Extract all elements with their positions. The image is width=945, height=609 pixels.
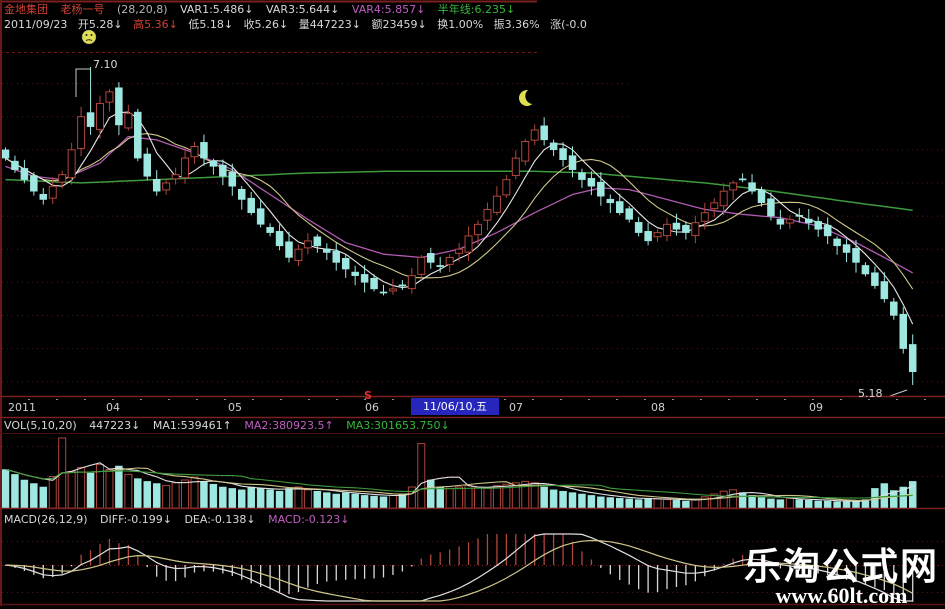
main-chart-pane[interactable] xyxy=(0,52,945,396)
turnover-value: 额23459↓ xyxy=(371,18,427,31)
axis-label-04: 04 xyxy=(106,401,120,414)
volume-bars-layer xyxy=(1,437,917,509)
watermark: 乐淘公式网 www.60lt.com xyxy=(744,548,939,607)
axis-label-06: 06 xyxy=(365,401,379,414)
var3-value: VAR3:5.644↓ xyxy=(265,3,340,16)
macd-layer xyxy=(4,533,914,602)
close-price: 收5.26↓ xyxy=(243,18,289,31)
change-value: 涨(-0.0 xyxy=(550,18,587,31)
macd-indicator-row: MACD(26,12,9) DIFF:-0.199↓ DEA:-0.138↓ M… xyxy=(4,513,358,526)
vol-current: 447223↓ xyxy=(89,419,141,432)
vol-ma1: MA1:539461↑ xyxy=(152,419,232,432)
vol-indicator-label[interactable]: VOL(5,10,20) xyxy=(4,419,77,432)
axis-label-09: 09 xyxy=(809,401,823,414)
watermark-url: www.60lt.com xyxy=(775,583,908,608)
volume-indicator-row: VOL(5,10,20) 447223↓ MA1:539461↑ MA2:380… xyxy=(4,419,459,432)
crescent-icon xyxy=(519,87,542,106)
macd-indicator-label[interactable]: MACD(26,12,9) xyxy=(4,513,88,526)
annotations-layer xyxy=(75,68,908,397)
volume-pane[interactable] xyxy=(0,433,945,509)
axis-label-2011: 2011 xyxy=(8,401,36,414)
vol-ma3: MA3:301653.750↓ xyxy=(346,419,450,432)
sell-signal-marker: S xyxy=(364,389,372,402)
axis-label-08: 08 xyxy=(651,401,665,414)
var1-value: VAR1:5.486↓ xyxy=(180,3,254,16)
volume-value: 量447223↓ xyxy=(298,18,361,31)
header-row-2: 2011/09/23 开5.28↓ 高5.36↓ 低5.18↓ 收5.26↓ 量… xyxy=(4,16,594,32)
period-high-label: 7.10 xyxy=(93,58,118,71)
indicator-name: 老杨一号 xyxy=(60,3,105,16)
macd-value: MACD:-0.123↓ xyxy=(268,513,350,526)
axis-label-05: 05 xyxy=(228,401,242,414)
open-price: 开5.28↓ xyxy=(77,18,123,31)
stock-name[interactable]: 金地集团 xyxy=(4,3,48,16)
quote-date: 2011/09/23 xyxy=(4,18,68,31)
vol-ma2: MA2:380923.5↑ xyxy=(244,419,334,432)
watermark-site-name: 乐淘公式网 xyxy=(744,545,939,588)
low-price: 低5.18↓ xyxy=(188,18,234,31)
header-row-1: 金地集团 老杨一号 (28,20,8) VAR1:5.486↓ VAR3:5.6… xyxy=(4,1,524,17)
candles-layer xyxy=(1,67,917,385)
axis-label-07: 07 xyxy=(509,401,523,414)
selected-date-box[interactable]: 11/06/10,五 xyxy=(411,398,499,415)
amplitude: 振3.36% xyxy=(493,18,540,31)
period-low-label: 5.18 xyxy=(858,387,883,400)
high-price: 高5.36↓ xyxy=(133,18,178,31)
smiley-icon xyxy=(81,29,97,45)
half-year-line-value: 半年线:6.235↓ xyxy=(437,3,516,16)
screen-patch xyxy=(537,0,945,148)
var4-value: VAR4:5.857↓ xyxy=(351,3,426,16)
turnover-rate: 换1.00% xyxy=(437,18,484,31)
macd-diff: DIFF:-0.199↓ xyxy=(100,513,172,526)
macd-dea: DEA:-0.138↓ xyxy=(184,513,256,526)
indicator-params: (28,20,8) xyxy=(117,3,168,16)
